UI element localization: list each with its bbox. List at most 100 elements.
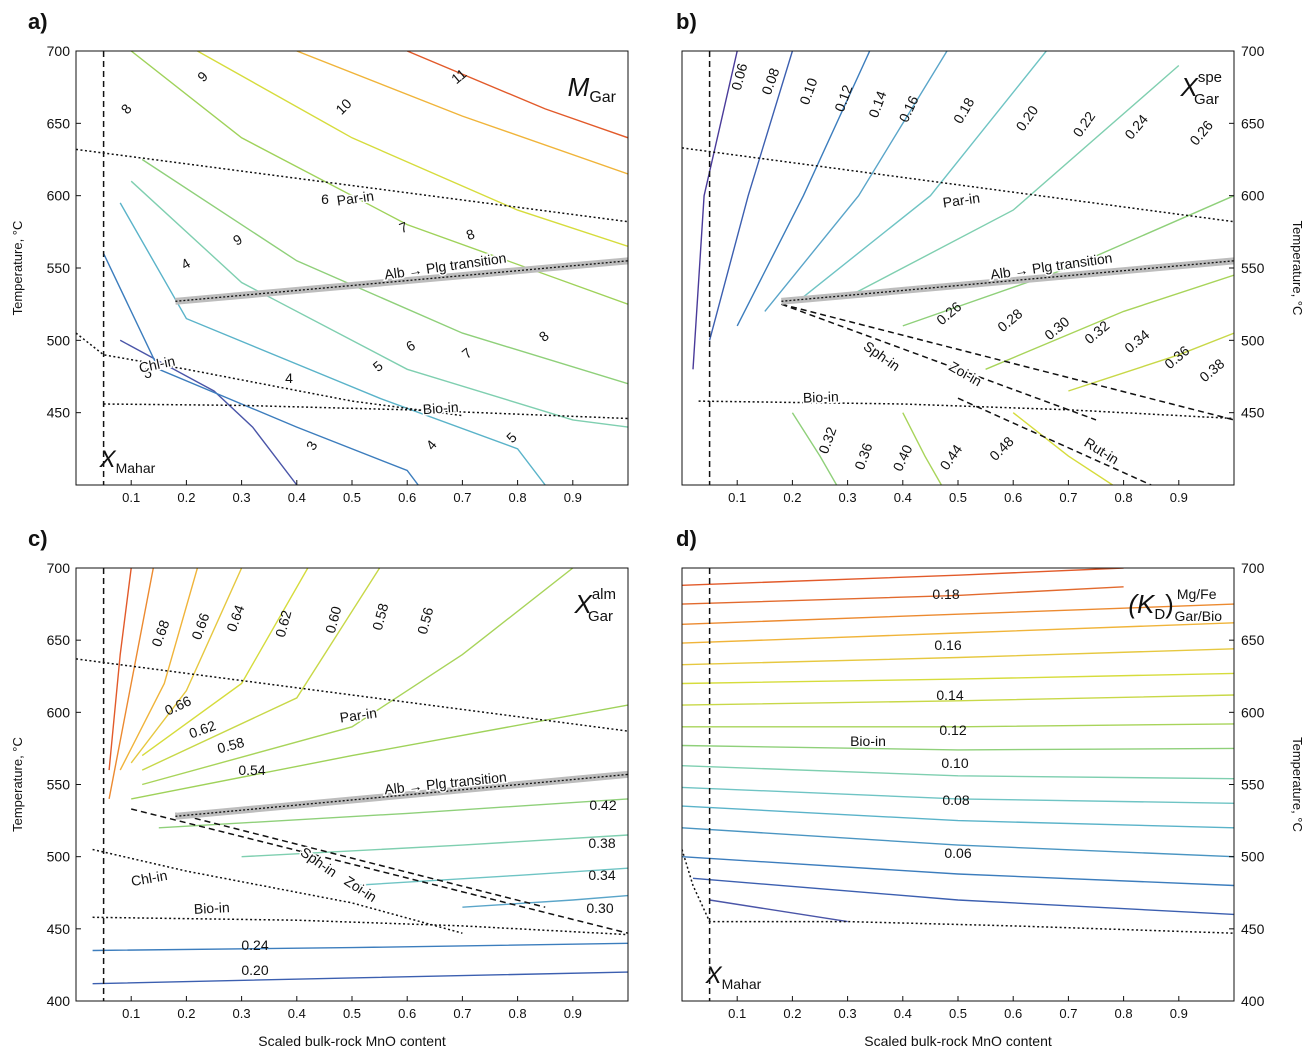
contour-label: 9 — [194, 68, 211, 85]
contour-label: 8 — [536, 327, 552, 344]
contour-label: 0.34 — [1121, 326, 1152, 356]
x-tick-label: 0.9 — [1170, 1006, 1188, 1021]
transition-band — [175, 257, 628, 305]
x-tick-label: 0.4 — [894, 490, 912, 505]
panel-title: (KD) Mg/Fe Gar/Bio — [1128, 586, 1222, 624]
contour-label: 3 — [303, 438, 321, 453]
contour-line — [108, 568, 132, 771]
phase-label: Chl-in — [137, 352, 176, 375]
contour-line — [682, 856, 1234, 887]
marker-label: XMahar — [705, 962, 762, 992]
contour-line — [902, 412, 943, 485]
contour-label: 0.12 — [831, 83, 855, 114]
phase-label: Bio-in — [803, 388, 839, 405]
x-tick-label: 0.6 — [1004, 490, 1022, 505]
phase-line — [698, 400, 1234, 420]
contour-line — [351, 867, 628, 887]
contour-line — [682, 723, 1234, 728]
contour-label: 0.14 — [936, 687, 963, 703]
contour-label: 0.64 — [223, 603, 247, 634]
contour-line — [682, 648, 1234, 666]
y-tick-label: 500 — [1241, 332, 1265, 348]
x-tick-label: 0.2 — [177, 490, 195, 505]
phase-label: Sph-in — [861, 338, 903, 374]
contour-label: 0.42 — [589, 797, 616, 813]
contour-label: 4 — [423, 437, 440, 453]
contour-line — [682, 827, 1234, 858]
contour-label: 0.20 — [1013, 102, 1042, 134]
contour-line — [847, 64, 1180, 298]
contour-label: 5 — [503, 429, 520, 446]
contour-label: 0.40 — [889, 442, 915, 474]
y-axis-label: Temperature, °C — [1290, 221, 1305, 316]
contour-label: 0.58 — [369, 601, 392, 632]
phase-label: Chl-in — [130, 867, 169, 889]
y-tick-label: 700 — [1241, 43, 1265, 59]
y-tick-label: 600 — [1241, 188, 1265, 204]
x-tick-label: 0.2 — [783, 490, 801, 505]
contour-line — [764, 51, 948, 312]
contour-line — [141, 158, 628, 385]
contour-label: 0.56 — [414, 605, 437, 636]
y-tick-label: 650 — [47, 115, 71, 131]
contour-label: 5 — [370, 357, 386, 374]
phase-line — [131, 808, 628, 934]
phase-label: Par-in — [942, 190, 981, 211]
contour-label: 0.66 — [162, 692, 194, 718]
phase-line — [92, 916, 628, 936]
contour-line — [197, 51, 628, 247]
contour-label: 0.28 — [994, 305, 1025, 335]
x-tick-label: 0.1 — [728, 490, 746, 505]
y-tick-label: 450 — [47, 921, 71, 937]
panel-label: d) — [676, 526, 697, 551]
contour-label: 0.16 — [934, 637, 961, 653]
contour-line — [296, 51, 628, 175]
phase-line — [76, 332, 463, 417]
phase-line — [175, 812, 546, 908]
x-axis-label: Scaled bulk-rock MnO content — [258, 1033, 446, 1049]
contour-label: 8 — [464, 225, 477, 243]
transition-band — [781, 257, 1234, 305]
x-tick-label: 0.1 — [122, 1006, 140, 1021]
x-tick-label: 0.9 — [564, 490, 582, 505]
x-tick-label: 0.4 — [288, 490, 306, 505]
marker-label: XMahar — [99, 446, 156, 476]
contour-label: 0.30 — [586, 900, 613, 916]
x-tick-label: 0.8 — [509, 490, 527, 505]
y-tick-label: 650 — [1241, 115, 1265, 131]
contour-label: 0.62 — [272, 608, 295, 639]
contour-label: 0.66 — [188, 611, 212, 642]
x-tick-label: 0.2 — [783, 1006, 801, 1021]
contour-line — [241, 834, 628, 858]
plot-area — [682, 568, 1234, 1001]
x-tick-label: 0.8 — [1115, 1006, 1133, 1021]
x-tick-label: 0.6 — [398, 1006, 416, 1021]
contour-line — [142, 568, 574, 786]
x-axis-label: Scaled bulk-rock MnO content — [864, 1033, 1052, 1049]
y-tick-label: 550 — [47, 777, 71, 793]
contour-line — [130, 51, 628, 305]
contour-line — [682, 744, 1234, 751]
contour-label: 8 — [118, 101, 135, 117]
y-tick-label: 700 — [1241, 560, 1265, 576]
x-tick-label: 0.8 — [509, 1006, 527, 1021]
contour-label: 0.32 — [1081, 317, 1112, 347]
panel-1: 0.1 0.2 0.3 0.4 0.5 0.6 0.7 0.8 0.9 450 500 550 600 6… — [10, 9, 629, 505]
x-tick-label: 0.1 — [728, 1006, 746, 1021]
y-tick-label: 400 — [47, 993, 71, 1009]
contour-line — [119, 202, 546, 485]
panel-title: MGar — [568, 72, 617, 106]
y-tick-label: 500 — [1241, 849, 1265, 865]
contour-label: 0.24 — [1121, 111, 1151, 142]
x-tick-label: 0.5 — [949, 490, 967, 505]
transition-band — [175, 770, 628, 820]
contour-line — [682, 622, 1234, 644]
plot-area — [76, 51, 628, 485]
contour-label: 0.10 — [941, 755, 968, 771]
contour-line — [692, 51, 738, 370]
contour-label: 0.18 — [932, 586, 959, 602]
contour-label: 4 — [178, 255, 193, 273]
contour-line — [902, 195, 1234, 327]
y-tick-label: 550 — [1241, 777, 1265, 793]
